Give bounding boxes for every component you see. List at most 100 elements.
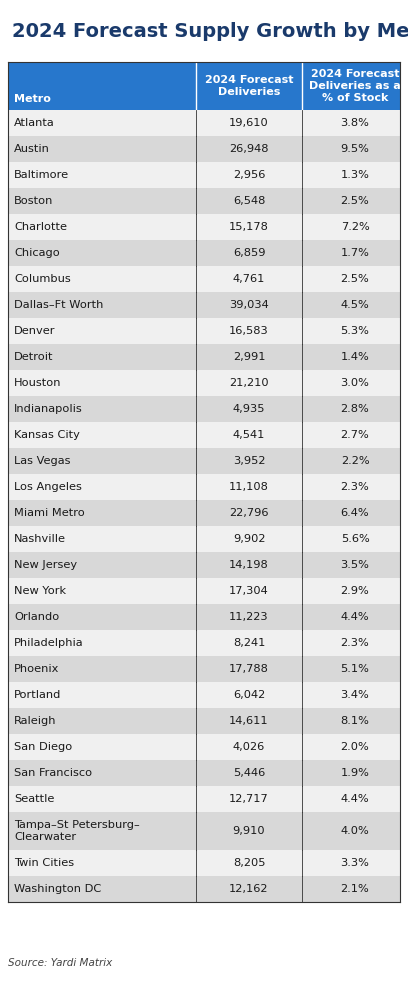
Text: 1.4%: 1.4% — [341, 352, 369, 362]
Text: 2.9%: 2.9% — [341, 586, 369, 596]
Bar — [8, 318, 400, 344]
Text: Atlanta: Atlanta — [14, 118, 55, 128]
Bar — [8, 578, 400, 604]
Text: 14,198: 14,198 — [229, 560, 269, 570]
Text: 3.8%: 3.8% — [341, 118, 369, 128]
Bar — [8, 708, 400, 734]
Text: Kansas City: Kansas City — [14, 430, 80, 440]
Bar — [8, 786, 400, 812]
Text: 21,210: 21,210 — [229, 378, 269, 388]
Bar — [8, 760, 400, 786]
Text: Philadelphia: Philadelphia — [14, 638, 84, 648]
Bar — [8, 500, 400, 526]
Text: 6.4%: 6.4% — [341, 508, 369, 518]
Text: Austin: Austin — [14, 144, 50, 154]
Text: 22,796: 22,796 — [229, 508, 269, 518]
Text: 19,610: 19,610 — [229, 118, 269, 128]
Text: Charlotte: Charlotte — [14, 222, 67, 232]
Text: 4.4%: 4.4% — [341, 612, 369, 622]
Text: Orlando: Orlando — [14, 612, 59, 622]
Text: Dallas–Ft Worth: Dallas–Ft Worth — [14, 300, 103, 310]
Text: Phoenix: Phoenix — [14, 664, 60, 674]
Text: Twin Cities: Twin Cities — [14, 858, 74, 868]
Bar — [8, 188, 400, 214]
Text: 12,162: 12,162 — [229, 884, 269, 894]
Text: 2.5%: 2.5% — [341, 196, 369, 206]
Bar — [8, 604, 400, 630]
Text: 1.7%: 1.7% — [341, 248, 369, 258]
Text: 2.3%: 2.3% — [341, 638, 369, 648]
Text: 26,948: 26,948 — [229, 144, 269, 154]
Text: 6,042: 6,042 — [233, 690, 265, 700]
Text: 7.2%: 7.2% — [341, 222, 369, 232]
Text: New Jersey: New Jersey — [14, 560, 77, 570]
Bar — [8, 656, 400, 682]
Text: 6,548: 6,548 — [233, 196, 265, 206]
Text: 8.1%: 8.1% — [341, 716, 369, 726]
Bar — [8, 630, 400, 656]
Text: 2024 Forecast Supply Growth by Metro: 2024 Forecast Supply Growth by Metro — [12, 22, 408, 41]
Text: 6,859: 6,859 — [233, 248, 265, 258]
Text: 9.5%: 9.5% — [341, 144, 369, 154]
Text: 8,205: 8,205 — [233, 858, 265, 868]
Text: 2024 Forecast
Deliveries: 2024 Forecast Deliveries — [205, 75, 293, 97]
Text: Denver: Denver — [14, 326, 55, 336]
Text: San Diego: San Diego — [14, 742, 72, 752]
Bar — [8, 292, 400, 318]
Text: 1.3%: 1.3% — [341, 170, 369, 180]
Text: Metro: Metro — [14, 94, 51, 104]
Text: Houston: Houston — [14, 378, 62, 388]
Text: Source: Yardi Matrix: Source: Yardi Matrix — [8, 958, 112, 968]
Text: 3.0%: 3.0% — [341, 378, 369, 388]
Bar — [8, 812, 400, 850]
Bar — [8, 162, 400, 188]
Text: Portland: Portland — [14, 690, 61, 700]
Text: Boston: Boston — [14, 196, 53, 206]
Bar — [8, 110, 400, 136]
Text: 2024 Forecast
Deliveries as a
% of Stock: 2024 Forecast Deliveries as a % of Stock — [309, 69, 401, 103]
Bar — [8, 396, 400, 422]
Text: 5.3%: 5.3% — [341, 326, 369, 336]
Bar — [8, 448, 400, 474]
Text: 5.6%: 5.6% — [341, 534, 369, 544]
Text: San Francisco: San Francisco — [14, 768, 92, 778]
Text: 14,611: 14,611 — [229, 716, 269, 726]
Text: 3.4%: 3.4% — [341, 690, 369, 700]
Bar — [8, 370, 400, 396]
Text: 4,541: 4,541 — [233, 430, 265, 440]
Text: 1.9%: 1.9% — [341, 768, 369, 778]
Text: 12,717: 12,717 — [229, 794, 269, 804]
Text: Chicago: Chicago — [14, 248, 60, 258]
Text: Tampa–St Petersburg–
Clearwater: Tampa–St Petersburg– Clearwater — [14, 820, 140, 841]
Text: Las Vegas: Las Vegas — [14, 456, 71, 466]
Text: 17,788: 17,788 — [229, 664, 269, 674]
Text: Raleigh: Raleigh — [14, 716, 56, 726]
Text: Nashville: Nashville — [14, 534, 66, 544]
Text: Baltimore: Baltimore — [14, 170, 69, 180]
Text: 2,956: 2,956 — [233, 170, 265, 180]
Text: 3.5%: 3.5% — [341, 560, 369, 570]
Text: 2.5%: 2.5% — [341, 274, 369, 284]
Text: 11,223: 11,223 — [229, 612, 269, 622]
Bar — [8, 526, 400, 552]
Bar — [8, 344, 400, 370]
Bar — [8, 682, 400, 708]
Text: Washington DC: Washington DC — [14, 884, 101, 894]
Text: 9,910: 9,910 — [233, 826, 265, 836]
Bar — [8, 422, 400, 448]
Text: 4.5%: 4.5% — [341, 300, 369, 310]
Text: Columbus: Columbus — [14, 274, 71, 284]
Text: Detroit: Detroit — [14, 352, 53, 362]
Text: 16,583: 16,583 — [229, 326, 269, 336]
Text: 9,902: 9,902 — [233, 534, 265, 544]
Text: 5,446: 5,446 — [233, 768, 265, 778]
Bar — [8, 850, 400, 876]
Text: 3,952: 3,952 — [233, 456, 265, 466]
Text: 4.0%: 4.0% — [341, 826, 369, 836]
Text: 3.3%: 3.3% — [341, 858, 369, 868]
Text: Los Angeles: Los Angeles — [14, 482, 82, 492]
Bar — [8, 62, 400, 110]
Bar — [8, 734, 400, 760]
Bar — [8, 266, 400, 292]
Text: 8,241: 8,241 — [233, 638, 265, 648]
